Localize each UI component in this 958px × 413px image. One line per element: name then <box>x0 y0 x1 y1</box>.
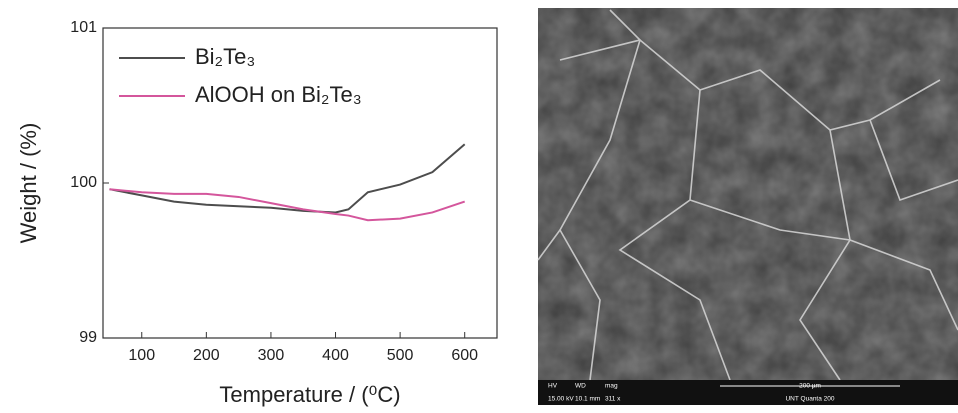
x-tick-label: 200 <box>193 347 220 364</box>
x-tick-label: 300 <box>258 347 285 364</box>
sem-info-text: 15.00 kV <box>548 396 574 403</box>
legend-label: AlOOH on Bi₂Te₃ <box>195 82 362 107</box>
sem-info-text: mag <box>605 383 618 390</box>
sem-info-text: HV <box>548 383 558 390</box>
sem-image <box>538 8 958 405</box>
sem-info-text: 10.1 mm <box>575 396 600 403</box>
x-tick-label: 500 <box>387 347 414 364</box>
sem-info-text: WD <box>575 383 586 390</box>
sem-info-text: 311 x <box>605 396 621 403</box>
x-tick-label: 100 <box>128 347 155 364</box>
plot-frame <box>103 28 497 338</box>
y-tick-label: 99 <box>79 329 97 346</box>
y-tick-label: 101 <box>70 19 97 36</box>
legend-label: Bi₂Te₃ <box>195 44 255 69</box>
y-axis-label: Weight / (%) <box>16 123 41 244</box>
series-line <box>109 189 464 220</box>
x-axis-label: Temperature / (⁰C) <box>219 382 400 407</box>
series-line <box>109 144 464 212</box>
sem-info-text: UNT Quanta 200 <box>785 396 834 403</box>
x-tick-label: 600 <box>451 347 478 364</box>
x-tick-label: 400 <box>322 347 349 364</box>
y-tick-label: 100 <box>70 174 97 191</box>
figure: 100 200 300 400 500 600 99 100 101 Temperature / … <box>0 0 958 413</box>
